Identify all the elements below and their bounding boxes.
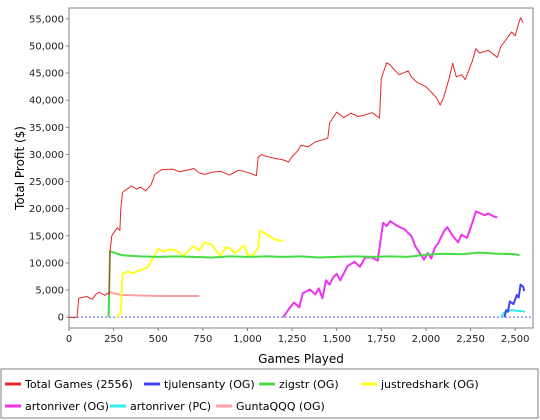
- legend-label: zigstr (OG): [279, 378, 339, 391]
- x-tick-label: 250: [104, 334, 123, 345]
- legend-label: artonriver (OG): [25, 400, 109, 413]
- x-tick-label: 2,250: [456, 334, 485, 345]
- y-tick-label: 35,000: [29, 123, 64, 134]
- y-axis-label: Total Profit ($): [13, 126, 27, 211]
- series-line-3: [116, 229, 284, 318]
- x-tick-label: 500: [149, 334, 168, 345]
- y-tick-label: 50,000: [29, 41, 64, 52]
- x-tick-label: 1,250: [278, 334, 307, 345]
- x-tick-label: 0: [66, 334, 72, 345]
- legend-label: tjulensanty (OG): [164, 378, 255, 391]
- y-tick-label: 45,000: [29, 69, 64, 80]
- legend-label: GuntaQQQ (OG): [236, 400, 325, 413]
- y-axis-ticks: 0 5,000 10,000 15,000 20,000 25,000 30,000 35,0…: [29, 14, 69, 324]
- legend-label: artonriver (PC): [130, 400, 211, 413]
- x-axis-ticks: 0 250 500 750 1,000 1,250 1,500 1,750 2,000 2,250…: [66, 328, 530, 345]
- y-tick-label: 10,000: [29, 258, 64, 269]
- legend-label: justredshark (OG): [380, 378, 479, 391]
- plot-area: [68, 7, 534, 329]
- y-tick-label: 55,000: [29, 14, 64, 25]
- legend-label: Total Games (2556): [24, 378, 133, 391]
- series-line-1: [503, 283, 526, 318]
- x-tick-label: 750: [193, 334, 212, 345]
- x-tick-label: 2,000: [412, 334, 441, 345]
- y-tick-label: 0: [58, 313, 64, 324]
- y-tick-label: 40,000: [29, 96, 64, 107]
- legend-box: [0, 368, 539, 419]
- series-line-4: [282, 210, 498, 318]
- series-line-5: [500, 309, 526, 318]
- y-tick-label: 5,000: [35, 286, 64, 297]
- x-tick-label: 1,750: [367, 334, 396, 345]
- plot-frame: [68, 7, 534, 329]
- y-tick-label: 30,000: [29, 150, 64, 161]
- y-tick-label: 25,000: [29, 177, 64, 188]
- x-tick-label: 1,000: [233, 334, 262, 345]
- series-line-6: [109, 291, 200, 297]
- y-tick-label: 15,000: [29, 231, 64, 242]
- legend: Total Games (2556) tjulensanty (OG) zigstr…: [0, 368, 539, 419]
- series-line-2: [107, 250, 520, 318]
- y-tick-label: 20,000: [29, 204, 64, 215]
- x-tick-label: 1,500: [322, 334, 351, 345]
- x-axis-label: Games Played: [258, 352, 344, 366]
- x-tick-label: 2,500: [501, 334, 530, 345]
- series-line-0: [68, 17, 524, 319]
